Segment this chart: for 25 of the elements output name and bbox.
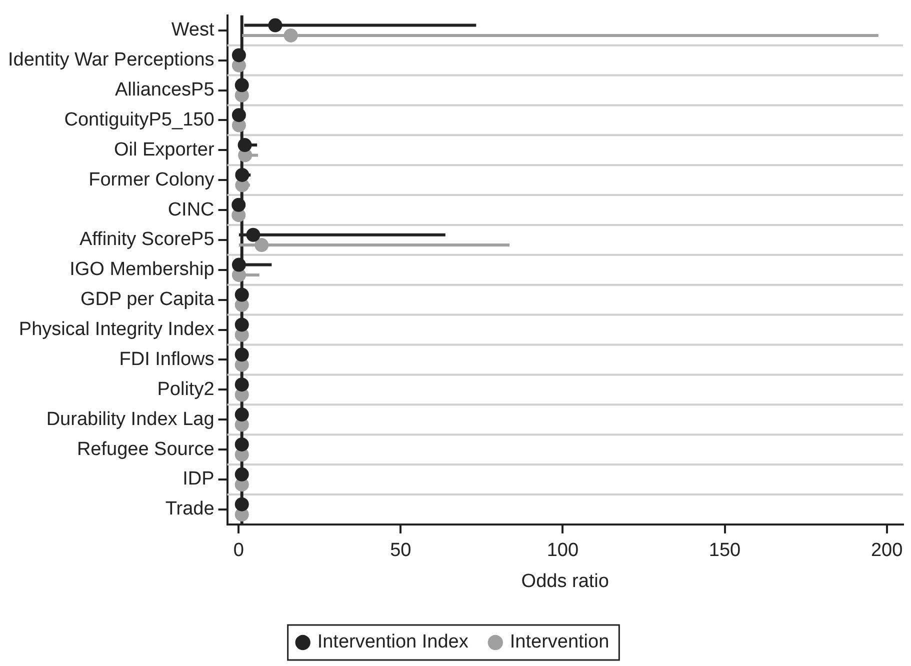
x-tick-label: 50	[390, 540, 412, 562]
y-tick-label: West	[171, 20, 215, 41]
y-tick-label: Polity2	[157, 378, 214, 400]
y-tick-label: Refugee Source	[76, 438, 214, 460]
y-tick-label: Durability Index Lag	[46, 408, 214, 430]
y-tick-label: IDP	[182, 468, 214, 490]
y-tick-label: Trade	[165, 498, 214, 520]
x-tick-label: 150	[708, 540, 741, 562]
y-tick-label: IGO Membership	[70, 259, 214, 280]
x-tick-label: 0	[233, 540, 244, 562]
x-axis-title: Odds ratio	[521, 570, 609, 592]
legend-label: Intervention	[510, 632, 610, 653]
y-tick-label: GDP per Capita	[80, 289, 215, 310]
y-tick-label: Identity War Perceptions	[8, 50, 214, 71]
y-tick-label: ContiguityP5_150	[64, 109, 214, 130]
y-tick-label: Physical Integrity Index	[18, 319, 215, 340]
y-tick-label: FDI Inflows	[119, 348, 214, 370]
y-tick-label: Oil Exporter	[114, 139, 215, 160]
y-tick-label: AlliancesP5	[114, 79, 214, 100]
y-tick-label: CINC	[168, 199, 214, 220]
x-tick-label: 100	[546, 540, 579, 562]
x-tick-label: 200	[870, 540, 903, 562]
legend-label: Intervention Index	[317, 632, 469, 653]
y-tick-label: Affinity ScoreP5	[79, 229, 214, 250]
y-tick-label: Former Colony	[88, 169, 215, 190]
